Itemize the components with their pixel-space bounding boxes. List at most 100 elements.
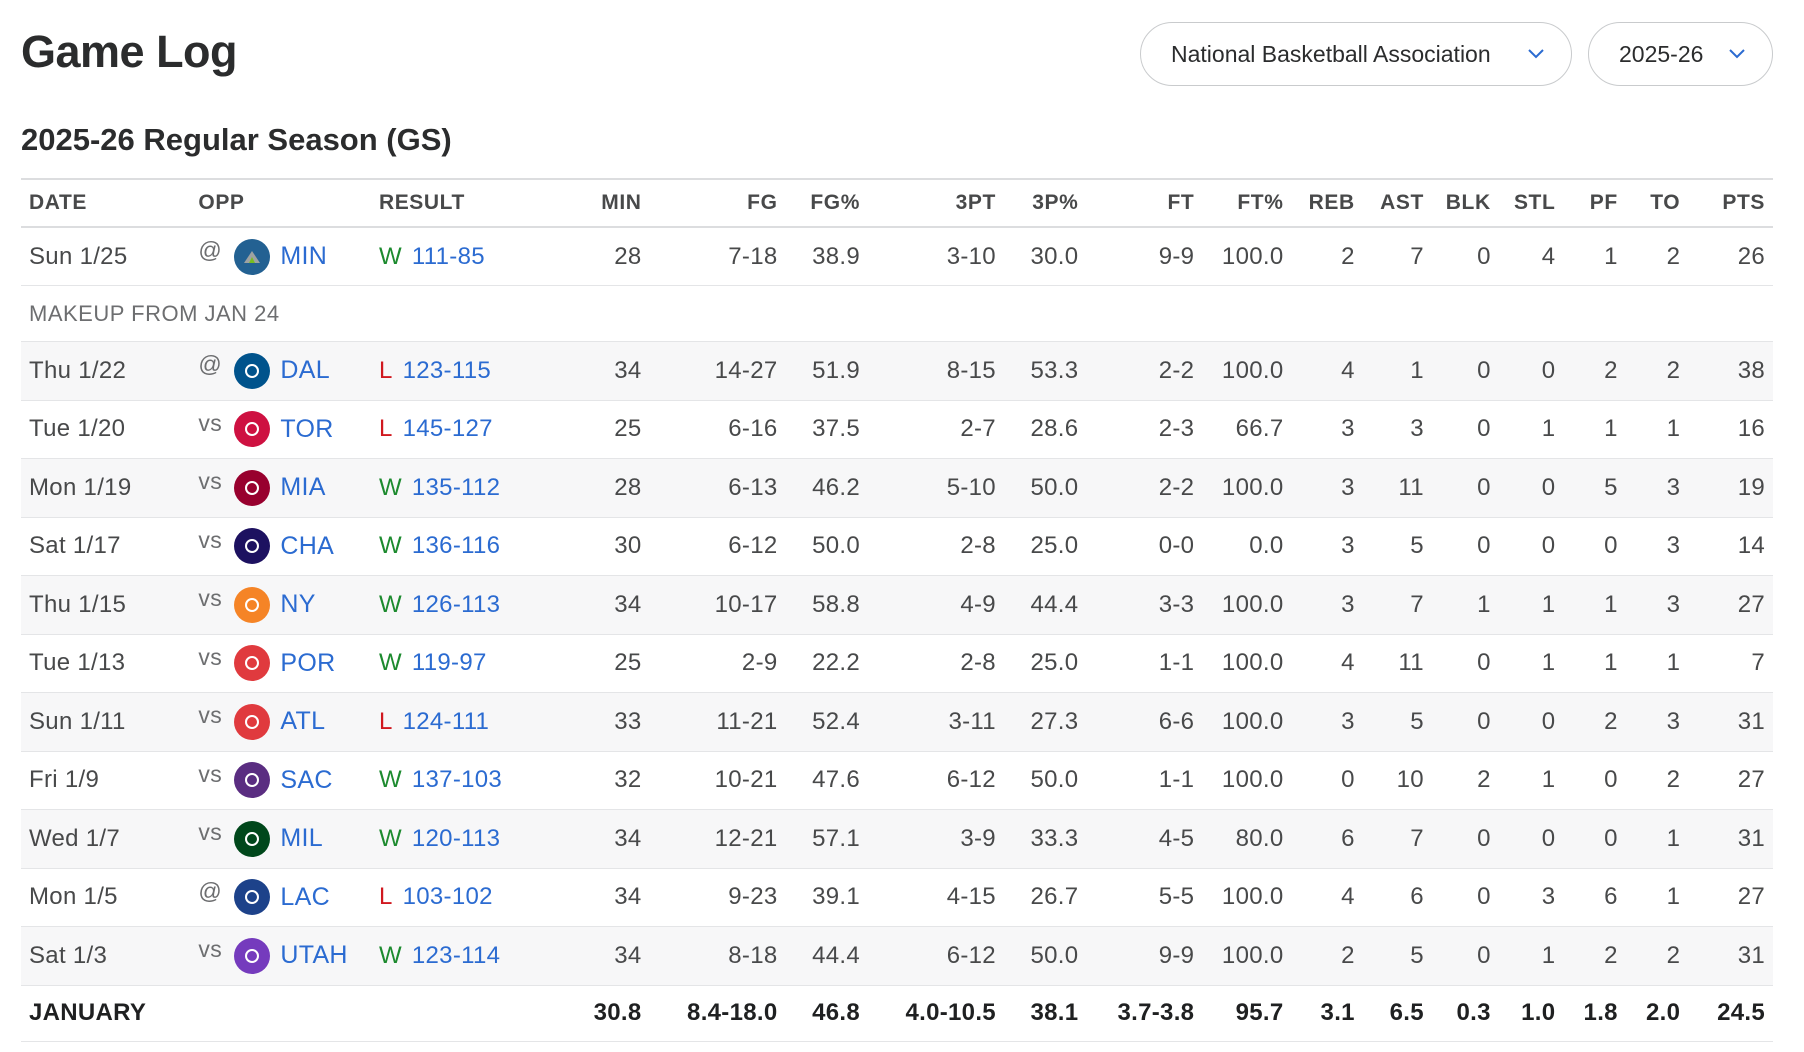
stat-ft-pct: 100.0 [1221, 766, 1284, 794]
stat-pf: 2 [1604, 941, 1618, 969]
team-logo-icon[interactable] [234, 528, 271, 565]
score-link[interactable]: 123-115 [402, 356, 491, 384]
score-link[interactable]: 123-114 [411, 941, 501, 969]
score-link[interactable]: 111-85 [411, 242, 485, 270]
stat-ft: 1-1 [1158, 649, 1195, 677]
result-cell: W 126-113 [371, 576, 552, 635]
stat-reb: 6 [1341, 824, 1355, 852]
table-row: Tue 1/20 vs TOR L 145-127 25 6-16 37.5 2-7 28.6 2-… [21, 400, 1773, 459]
stat-3pt: 2-8 [960, 532, 996, 560]
game-date: Thu 1/22 [29, 356, 127, 384]
stat-blk: 0 [1477, 649, 1491, 677]
season-select[interactable]: 2025-26 [1588, 22, 1773, 86]
stat-min: 34 [614, 883, 642, 911]
stat-ft-pct: 100.0 [1221, 473, 1284, 501]
stat-reb: 4 [1341, 356, 1355, 384]
opponent-cell: @ MIN [190, 227, 371, 286]
filters: National Basketball Association 2025-26 [1140, 22, 1773, 86]
score-link[interactable]: 135-112 [411, 473, 501, 501]
avg-stat-ast: 6.5 [1389, 999, 1424, 1026]
score-link[interactable]: 137-103 [411, 766, 503, 794]
opponent-team-link[interactable]: MIL [280, 824, 323, 853]
opponent-team-link[interactable]: TOR [280, 414, 334, 443]
stat-3pt: 6-12 [946, 766, 996, 794]
stat-fg-pct: 37.5 [812, 415, 860, 443]
result-cell: W 120-113 [371, 810, 552, 869]
opponent-team-link[interactable]: DAL [280, 356, 330, 385]
stat-fg: 6-13 [728, 473, 778, 501]
home-away: vs [198, 409, 222, 436]
stat-pf: 1 [1604, 649, 1618, 677]
opponent-team-link[interactable]: NY [280, 590, 316, 619]
table-row: Mon 1/5 @ LAC L 103-102 34 9-23 39.1 4-15 26.7 5-5… [21, 868, 1773, 927]
stat-fg-pct: 38.9 [812, 242, 860, 270]
stat-stl: 1 [1541, 590, 1556, 618]
score-link[interactable]: 119-97 [411, 649, 487, 677]
score-link[interactable]: 120-113 [411, 824, 501, 852]
stat-to: 3 [1666, 590, 1681, 618]
stat-pf: 0 [1604, 824, 1618, 852]
opponent-team-link[interactable]: MIN [280, 242, 328, 270]
stat-fg: 8-18 [728, 941, 778, 969]
avg-stat-3p-pct: 38.1 [1030, 999, 1079, 1026]
col-reb: REB [1308, 191, 1355, 214]
stat-reb: 3 [1341, 590, 1355, 618]
stat-pts: 16 [1737, 415, 1765, 443]
stat-blk: 0 [1477, 532, 1491, 560]
game-date: Sat 1/3 [29, 941, 108, 969]
score-link[interactable]: 136-116 [411, 532, 501, 560]
home-away: vs [198, 760, 222, 787]
stat-stl: 0 [1541, 356, 1556, 384]
team-logo-icon[interactable] [234, 645, 271, 682]
team-logo-icon[interactable] [234, 411, 271, 448]
stat-ft: 2-3 [1158, 415, 1195, 443]
avg-stat-blk: 0.3 [1456, 999, 1491, 1026]
table-body: Sun 1/25 @ MIN W 111-85 28 7-18 38.9 3-10… [21, 227, 1773, 1041]
col-to: TO [1650, 191, 1681, 214]
stat-stl: 1 [1541, 415, 1556, 443]
score-link[interactable]: 126-113 [411, 590, 501, 618]
opponent-team-link[interactable]: MIA [280, 473, 326, 502]
stat-pf: 6 [1604, 883, 1618, 911]
opponent-team-link[interactable]: UTAH [280, 941, 348, 970]
team-logo-icon[interactable] [234, 879, 271, 916]
team-logo-icon[interactable] [234, 820, 271, 857]
avg-stat-stl: 1.0 [1521, 999, 1556, 1026]
home-away: @ [198, 877, 223, 904]
note-row: MAKEUP FROM JAN 24 [21, 286, 1773, 342]
opponent-team-link[interactable]: POR [280, 648, 336, 677]
win-loss: L [378, 356, 393, 384]
stat-3p-pct: 50.0 [1030, 941, 1079, 969]
opponent-team-link[interactable]: CHA [280, 531, 335, 560]
summary-label: JANUARY [29, 999, 147, 1026]
stat-pts: 31 [1737, 824, 1765, 852]
team-logo-icon[interactable] [234, 586, 271, 623]
stat-3pt: 3-11 [948, 707, 996, 735]
score-link[interactable]: 124-111 [402, 707, 490, 735]
score-link[interactable]: 103-102 [402, 883, 493, 911]
col-ast: AST [1380, 191, 1424, 214]
team-logo-icon[interactable] [234, 352, 271, 389]
result-cell: W 119-97 [371, 634, 552, 693]
home-away: vs [198, 702, 222, 729]
league-select[interactable]: National Basketball Association [1140, 22, 1572, 86]
stat-to: 3 [1666, 707, 1681, 735]
table-row: Thu 1/15 vs NY W 126-113 34 10-17 58.8 4-9 44.4 3-… [21, 575, 1773, 635]
opponent-team-link[interactable]: ATL [280, 707, 326, 736]
col-min: MIN [601, 191, 642, 214]
score-link[interactable]: 145-127 [402, 415, 493, 443]
game-date: Sun 1/25 [29, 242, 128, 270]
team-logo-icon[interactable] [234, 703, 271, 740]
opponent-team-link[interactable]: SAC [280, 765, 333, 794]
team-logo-icon[interactable] [234, 937, 271, 974]
team-logo-icon[interactable] [234, 238, 271, 275]
col-fg: FG [747, 191, 778, 214]
team-logo-icon[interactable] [234, 762, 271, 799]
stat-ast: 6 [1410, 883, 1424, 911]
stat-min: 25 [614, 649, 642, 677]
team-logo-icon[interactable] [234, 469, 271, 506]
stat-ft-pct: 66.7 [1235, 415, 1284, 443]
opponent-team-link[interactable]: LAC [280, 882, 330, 911]
stat-reb: 4 [1341, 883, 1355, 911]
